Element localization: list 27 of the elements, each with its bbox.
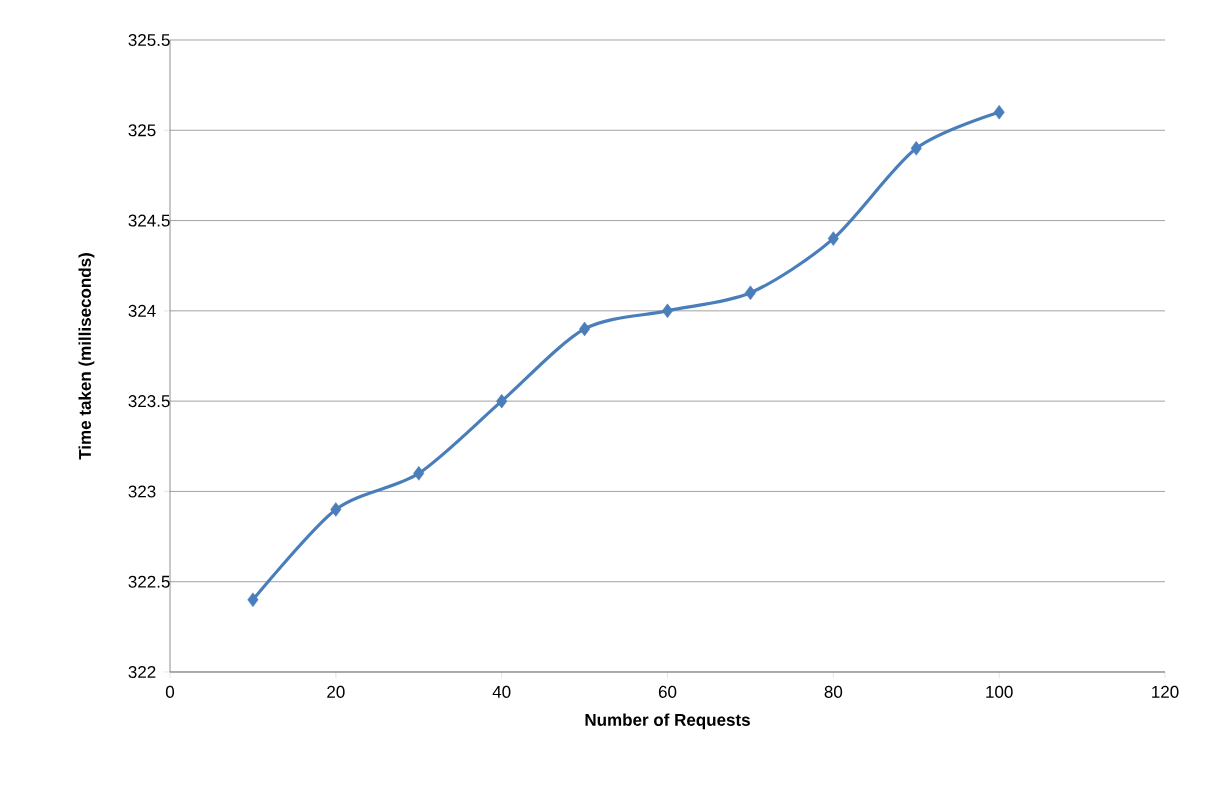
point xyxy=(413,466,425,481)
point xyxy=(910,141,922,156)
point xyxy=(330,502,342,517)
y-tick-label: 324.5 xyxy=(128,214,170,227)
y-tick-label: 325 xyxy=(128,124,156,137)
y-tick-label: 323.5 xyxy=(128,395,170,408)
point xyxy=(827,231,839,246)
y-tick-label: 324 xyxy=(128,304,156,317)
point xyxy=(744,285,756,301)
y-tick-label: 322.5 xyxy=(128,575,170,588)
x-tick-label: 120 xyxy=(1152,685,1179,698)
x-tick-label: 60 xyxy=(658,685,677,698)
x-axis-title: Number of Requests xyxy=(585,713,750,730)
point xyxy=(496,393,508,409)
y-axis-title: Time taken (milliseconds) xyxy=(78,253,95,460)
y-tick-label: 323 xyxy=(128,485,156,498)
y-tick-label: 325.5 xyxy=(128,33,170,47)
x-tick-label: 80 xyxy=(824,685,843,698)
x-tick-label: 40 xyxy=(492,685,511,698)
point xyxy=(662,303,674,319)
x-tick-label: 100 xyxy=(986,685,1013,698)
x-tick-label: 0 xyxy=(165,685,175,698)
point xyxy=(579,321,591,337)
y-tick-label: 322 xyxy=(128,665,156,679)
point xyxy=(247,592,259,608)
x-tick-label: 20 xyxy=(327,685,345,698)
point xyxy=(993,104,1005,120)
